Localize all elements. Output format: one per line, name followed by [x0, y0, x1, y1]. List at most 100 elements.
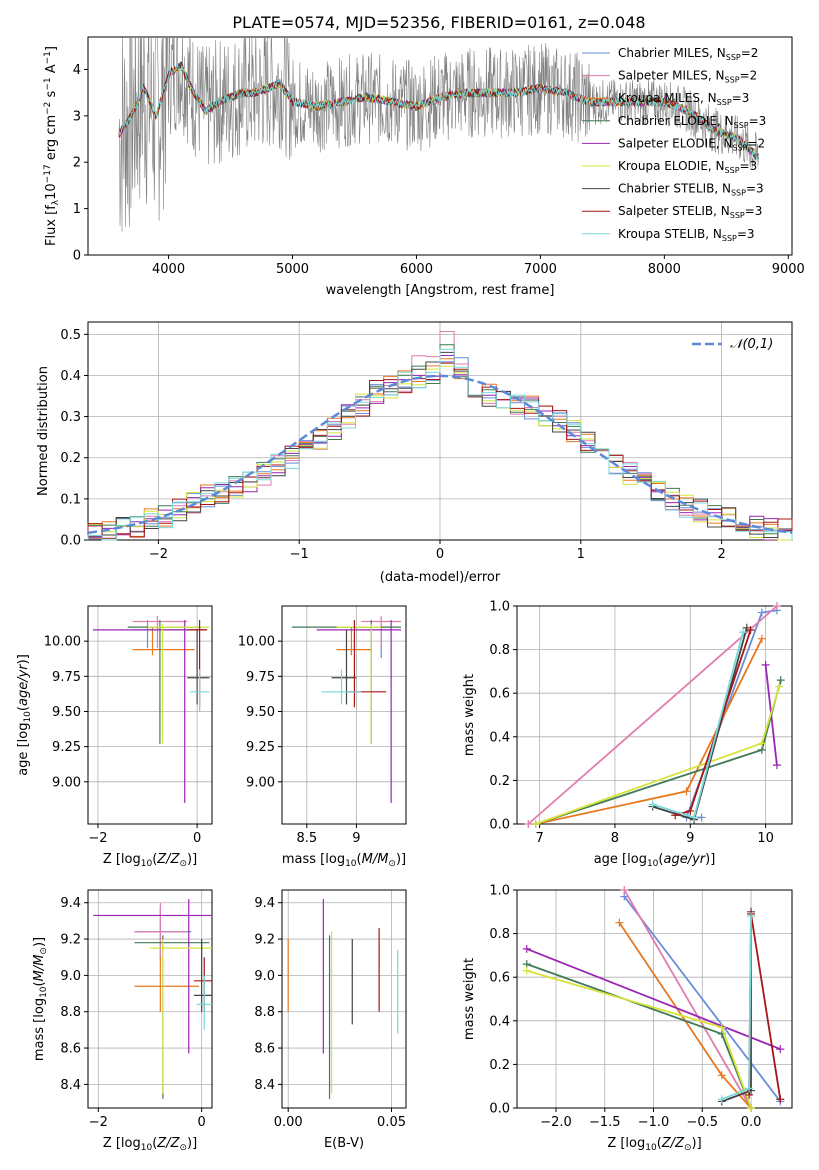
age-vs-z-ytick-label-3: 9.75	[52, 670, 81, 685]
weight-point-marker	[522, 966, 531, 975]
mass-vs-z-ylabel: mass [log10(M/M⊙)]	[32, 937, 49, 1061]
ebv-errorbars-ytick-label-1: 8.6	[254, 1042, 275, 1057]
weight-point-marker	[739, 628, 748, 637]
weight-point-marker	[686, 806, 695, 815]
weight-vs-age-xtick-label-1: 8	[611, 831, 619, 846]
ebv-errorbars-ytick-label-5: 9.4	[254, 896, 275, 911]
age-vs-mass-xlabel: mass [log10(M/M⊙)]	[282, 852, 406, 869]
weight-point-marker	[717, 1023, 726, 1032]
mass-vs-z-ytick-label-5: 9.4	[60, 896, 81, 911]
ebv-errorbars-ytick-label-3: 9.0	[254, 969, 275, 984]
age-vs-z-xtick-label-0: −2	[88, 831, 107, 846]
weight-vs-z-axes: −2.0 −1.5 −1.0 −0.5 0.0 0.0 0.2 0.4 0.6 0.8 1.0 mas…	[462, 884, 793, 1153]
weight-point-marker	[747, 1104, 756, 1112]
weight-vs-age-ytick-label-3: 0.6	[489, 687, 510, 702]
residual-histogram-ytick-label-0: 0.0	[60, 534, 81, 549]
age-vs-z-axes: −2 0 9.00 9.25 9.50 9.75 10.00 Z [log10(Z/Z⊙)] a…	[16, 605, 213, 869]
histogram-series	[87, 348, 793, 541]
age-vs-z-xtick-label-1: 0	[193, 831, 201, 846]
weight-series-line	[526, 969, 752, 1109]
mass-vs-z-ytick-label-1: 8.6	[60, 1042, 81, 1057]
spectrum-ytick-label-1: 1	[73, 202, 81, 217]
weight-series-line	[623, 889, 752, 1109]
residual-histogram-ytick-label-2: 0.2	[60, 451, 81, 466]
mass-vs-z-ytick-label-4: 9.2	[60, 933, 81, 948]
spectrum-ytick-label-2: 2	[73, 156, 81, 171]
legend-label: Kroupa STELIB, NSSP=3	[618, 227, 755, 243]
weight-vs-z-xlabel: Z [log10(Z/Z⊙)]	[607, 1136, 701, 1153]
weight-series-line	[527, 605, 778, 825]
age-vs-mass-xtick-label-1: 9	[352, 831, 360, 846]
age-vs-mass-ytick-label-1: 9.25	[246, 740, 275, 755]
weight-point-marker	[522, 944, 531, 953]
weight-vs-age-ylabel: mass weight	[462, 674, 477, 756]
residual-histogram-axes: −2 −1 0 1 2 0.0 0.1 0.2 0.3 0.4 0.5 𝒩(0,1) (data-mod…	[36, 321, 793, 585]
weight-vs-age-xlabel: age [log10(age/yr)]	[594, 852, 716, 869]
age-vs-mass-xtick-label-0: 8.5	[296, 831, 317, 846]
spectrum-xtick-label-4: 8000	[648, 262, 681, 277]
spectrum-xtick-label-0: 4000	[152, 262, 185, 277]
weight-point-marker	[648, 800, 657, 809]
weight-point-marker	[717, 1071, 726, 1080]
histogram-ylabel: Normed distribution	[36, 366, 51, 496]
legend-label: 𝒩(0,1)	[730, 337, 773, 352]
weight-series-line	[623, 895, 782, 1103]
weight-vs-z-frame	[516, 889, 793, 1109]
weight-vs-age-frame	[516, 605, 793, 825]
normal-curve	[87, 374, 793, 535]
residual-histogram-ytick-label-1: 0.1	[60, 492, 81, 507]
weight-series-line	[535, 638, 763, 825]
mass-vs-z-ytick-label-2: 8.8	[60, 1005, 81, 1020]
legend-label: Chabrier STELIB, NSSP=3	[618, 182, 764, 198]
residual-histogram-xtick-label-2: 0	[436, 547, 444, 562]
weight-point-marker	[717, 1095, 726, 1104]
spectrum-xtick-label-1: 5000	[276, 262, 309, 277]
legend-label: Chabrier MILES, NSSP=2	[618, 46, 758, 62]
weight-point-marker	[745, 1084, 754, 1093]
legend-label: Chabrier ELODIE, NSSP=3	[618, 114, 766, 130]
weight-point-marker	[746, 625, 755, 634]
ebv-errorbars-ytick-label-2: 8.8	[254, 1005, 275, 1020]
ebv-errorbars-xtick-label-1: 0.05	[377, 1115, 406, 1130]
spectrum-axes: 4000 5000 6000 7000 8000 9000 0 1 2 3 4 wavelength …	[43, 36, 805, 298]
weight-vs-age-ytick-label-2: 0.4	[489, 730, 510, 745]
weight-point-marker	[772, 761, 781, 770]
age-vs-z-ytick-label-2: 9.50	[52, 705, 81, 720]
weight-point-marker	[776, 676, 785, 685]
ebv-errorbars-frame	[281, 889, 407, 1109]
mass-vs-z-xtick-label-1: 0	[198, 1115, 206, 1130]
legend-label: Salpeter MILES, NSSP=2	[618, 69, 757, 85]
weight-vs-age-ytick-label-0: 0.0	[489, 818, 510, 833]
weight-vs-age-ytick-label-1: 0.2	[489, 774, 510, 789]
histogram-xlabel: (data-model)/error	[380, 570, 501, 585]
residual-histogram-xtick-label-4: 2	[717, 547, 725, 562]
weight-vs-z-xtick-label-0: −2.0	[540, 1115, 572, 1130]
weight-vs-z-xtick-label-3: −0.5	[686, 1115, 718, 1130]
mass-vs-z-axes: −2 0 8.4 8.6 8.8 9.0 9.2 9.4 Z [log10(Z/Z⊙)] mass…	[32, 889, 213, 1153]
weight-vs-z-ytick-label-2: 0.4	[489, 1014, 510, 1029]
weight-point-marker	[757, 739, 766, 748]
weight-point-marker	[761, 660, 770, 669]
age-vs-mass-frame	[281, 605, 407, 825]
weight-vs-age-xtick-label-2: 9	[686, 831, 694, 846]
weight-vs-z-xtick-label-4: 0.0	[741, 1115, 762, 1130]
weight-series-line	[618, 922, 752, 1109]
mass-vs-z-ytick-label-3: 9.0	[60, 969, 81, 984]
weight-series-line	[526, 963, 752, 1109]
spectrum-model-line	[118, 63, 759, 162]
weight-point-marker	[776, 1095, 785, 1104]
legend-label: Salpeter ELODIE, NSSP=2	[618, 136, 765, 152]
ebv-errorbars-ytick-label-0: 8.4	[254, 1078, 275, 1093]
weight-point-marker	[697, 813, 706, 822]
age-vs-mass-ytick-label-3: 9.75	[246, 670, 275, 685]
weight-point-marker	[690, 813, 699, 822]
spectrum-xtick-label-3: 7000	[524, 262, 557, 277]
ebv-xlabel: E(B-V)	[324, 1136, 364, 1151]
weight-vs-z-ytick-label-1: 0.2	[489, 1058, 510, 1073]
weight-series-line	[652, 627, 748, 821]
spectrum-ylabel: Flux [fλ10−17 erg cm−2 s−1 A−1]	[43, 46, 61, 246]
age-vs-z-ytick-label-1: 9.25	[52, 740, 81, 755]
residual-histogram-ytick-label-3: 0.3	[60, 410, 81, 425]
mass-vs-z-xlabel: Z [log10(Z/Z⊙)]	[103, 1136, 197, 1153]
spectrum-ytick-label-4: 4	[73, 63, 81, 78]
